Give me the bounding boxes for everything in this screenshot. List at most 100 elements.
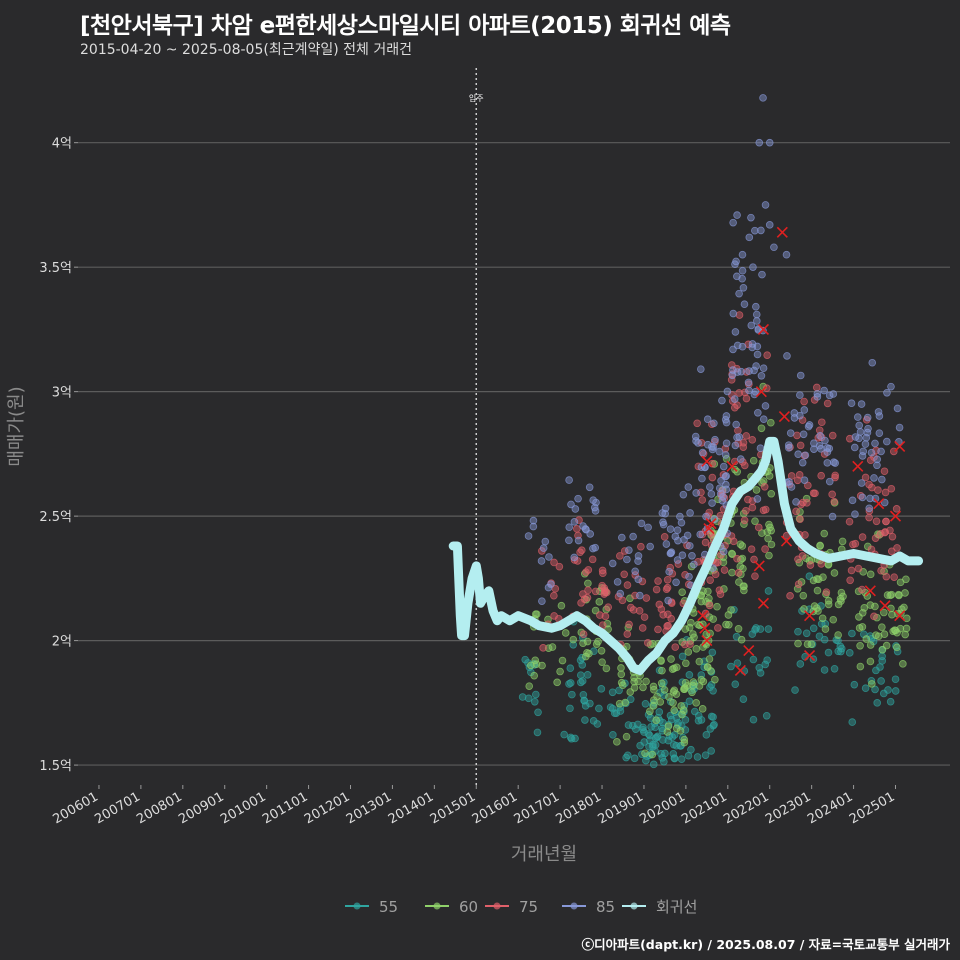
point-60 bbox=[866, 657, 875, 666]
point-85-high bbox=[761, 201, 770, 209]
point-75 bbox=[870, 612, 878, 621]
point-55 bbox=[636, 741, 644, 750]
point-85 bbox=[702, 512, 710, 521]
point-60 bbox=[658, 666, 666, 675]
point-60 bbox=[767, 540, 776, 549]
point-75 bbox=[599, 569, 607, 578]
point-55 bbox=[531, 690, 540, 699]
point-75 bbox=[642, 594, 651, 602]
point-85 bbox=[857, 400, 866, 408]
point-60 bbox=[814, 607, 822, 615]
point-55 bbox=[891, 687, 900, 695]
point-75 bbox=[822, 588, 831, 596]
point-60 bbox=[705, 655, 714, 663]
point-85 bbox=[574, 494, 582, 503]
point-85-high bbox=[755, 138, 764, 147]
point-75 bbox=[786, 592, 794, 600]
point-55 bbox=[748, 630, 757, 638]
point-60 bbox=[902, 624, 911, 633]
outlier-stroke bbox=[757, 597, 770, 609]
point-85 bbox=[690, 560, 698, 569]
point-75 bbox=[761, 545, 769, 553]
point-60 bbox=[649, 702, 658, 710]
point-60 bbox=[704, 663, 712, 672]
point-75 bbox=[794, 580, 803, 588]
point-60 bbox=[816, 541, 824, 550]
point-75 bbox=[598, 566, 607, 575]
point-85 bbox=[707, 490, 716, 498]
outlier-stroke bbox=[803, 649, 816, 662]
legend-label: 60 bbox=[459, 898, 478, 916]
point-85 bbox=[674, 536, 682, 545]
outlier-marker bbox=[757, 597, 770, 609]
point-85 bbox=[799, 430, 808, 439]
point-85 bbox=[729, 309, 738, 318]
point-75 bbox=[644, 639, 652, 647]
point-75 bbox=[744, 495, 752, 504]
point-60 bbox=[819, 573, 827, 581]
point-85-high bbox=[759, 94, 767, 102]
point-85-high bbox=[765, 221, 774, 229]
point-60 bbox=[597, 646, 606, 655]
point-60 bbox=[895, 591, 903, 600]
point-55 bbox=[658, 754, 667, 762]
point-85 bbox=[848, 496, 857, 505]
point-85 bbox=[733, 433, 741, 442]
point-60 bbox=[684, 648, 693, 656]
point-60 bbox=[642, 677, 650, 686]
point-55 bbox=[649, 760, 658, 769]
point-85 bbox=[629, 532, 637, 541]
point-60 bbox=[872, 631, 880, 639]
point-55 bbox=[670, 754, 679, 762]
legend-dot bbox=[353, 902, 361, 910]
outlier-marker bbox=[778, 410, 790, 423]
point-60 bbox=[598, 658, 606, 666]
point-55 bbox=[626, 695, 635, 704]
scatter-points bbox=[518, 94, 911, 769]
point-85 bbox=[545, 553, 553, 561]
point-75 bbox=[625, 620, 633, 629]
point-75 bbox=[742, 394, 751, 403]
point-60 bbox=[525, 682, 534, 690]
point-55 bbox=[608, 688, 617, 697]
point-60 bbox=[696, 621, 704, 630]
point-75 bbox=[742, 506, 750, 515]
point-55 bbox=[802, 629, 811, 638]
outlier-stroke bbox=[864, 585, 876, 597]
point-85 bbox=[858, 493, 867, 502]
point-55 bbox=[749, 715, 758, 724]
point-55 bbox=[661, 749, 669, 758]
point-85 bbox=[805, 421, 814, 429]
point-85 bbox=[570, 518, 579, 526]
point-85 bbox=[895, 423, 904, 432]
point-85 bbox=[816, 432, 824, 440]
outlier-marker bbox=[757, 323, 770, 335]
point-85 bbox=[718, 496, 727, 505]
point-60 bbox=[689, 630, 697, 638]
point-85 bbox=[855, 421, 864, 430]
point-60 bbox=[657, 656, 665, 665]
point-85 bbox=[877, 447, 885, 456]
point-75 bbox=[847, 566, 856, 575]
point-75 bbox=[584, 586, 592, 595]
point-60 bbox=[883, 591, 892, 599]
point-85 bbox=[831, 459, 839, 467]
point-55 bbox=[581, 716, 589, 724]
point-60 bbox=[897, 609, 905, 618]
point-75 bbox=[575, 516, 583, 524]
point-85 bbox=[747, 321, 756, 330]
point-60 bbox=[660, 686, 669, 694]
point-55 bbox=[583, 671, 592, 679]
point-55 bbox=[677, 755, 686, 763]
point-60 bbox=[692, 699, 700, 707]
point-85 bbox=[703, 415, 712, 424]
point-75 bbox=[815, 426, 824, 435]
point-85 bbox=[752, 362, 760, 370]
point-85 bbox=[733, 272, 741, 281]
point-75 bbox=[734, 569, 743, 577]
point-60 bbox=[622, 732, 631, 741]
point-55 bbox=[834, 647, 843, 656]
point-85 bbox=[810, 445, 818, 453]
point-85 bbox=[581, 525, 590, 533]
point-85 bbox=[817, 445, 825, 453]
